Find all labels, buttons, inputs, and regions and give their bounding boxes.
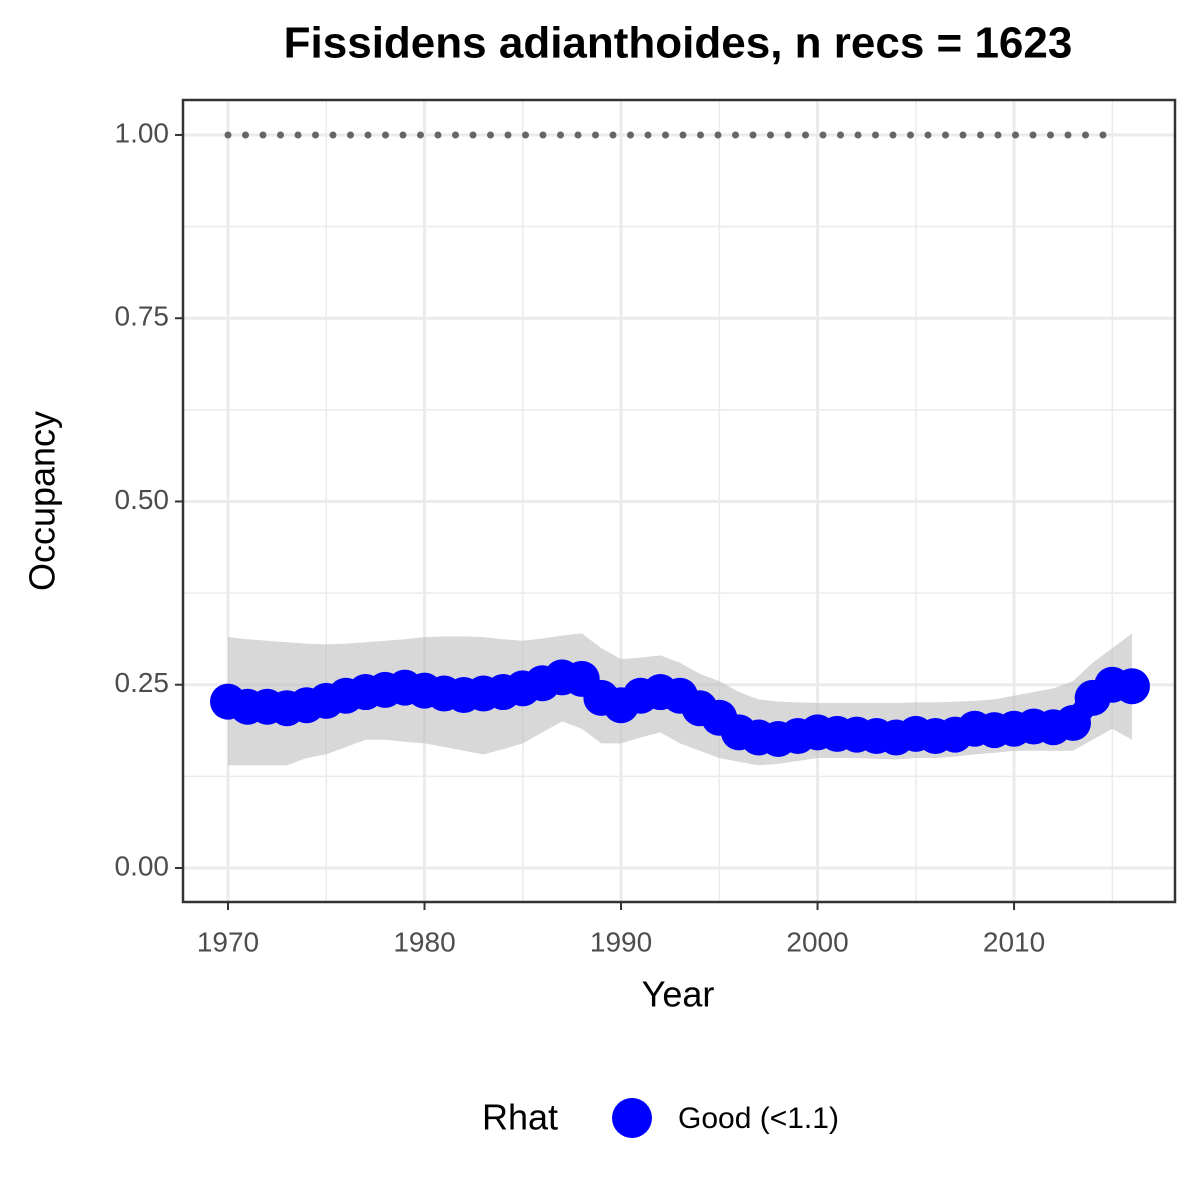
legend-key (612, 1098, 652, 1138)
x-tick-label: 2000 (786, 926, 848, 957)
point (1113, 668, 1150, 705)
y-axis-title: Occupancy (22, 411, 63, 591)
x-axis-title: Year (642, 974, 715, 1015)
y-tick-label: 0.50 (115, 484, 170, 515)
x-tick-label: 1980 (393, 926, 455, 957)
y-tick-label: 1.00 (115, 117, 170, 148)
panel-border (181, 98, 1177, 904)
y-tick-label: 0.00 (115, 850, 170, 881)
legend-title: Rhat (482, 1097, 558, 1138)
x-tick-label: 1970 (197, 926, 259, 957)
x-tick-label: 1990 (590, 926, 652, 957)
legend-label: Good (<1.1) (678, 1102, 839, 1135)
x-tick-label: 2010 (983, 926, 1045, 957)
chart-title: Fissidens adianthoides, n recs = 1623 (284, 19, 1073, 68)
point (1055, 704, 1092, 741)
y-tick-label: 0.75 (115, 301, 170, 332)
y-tick-label: 0.25 (115, 667, 170, 698)
